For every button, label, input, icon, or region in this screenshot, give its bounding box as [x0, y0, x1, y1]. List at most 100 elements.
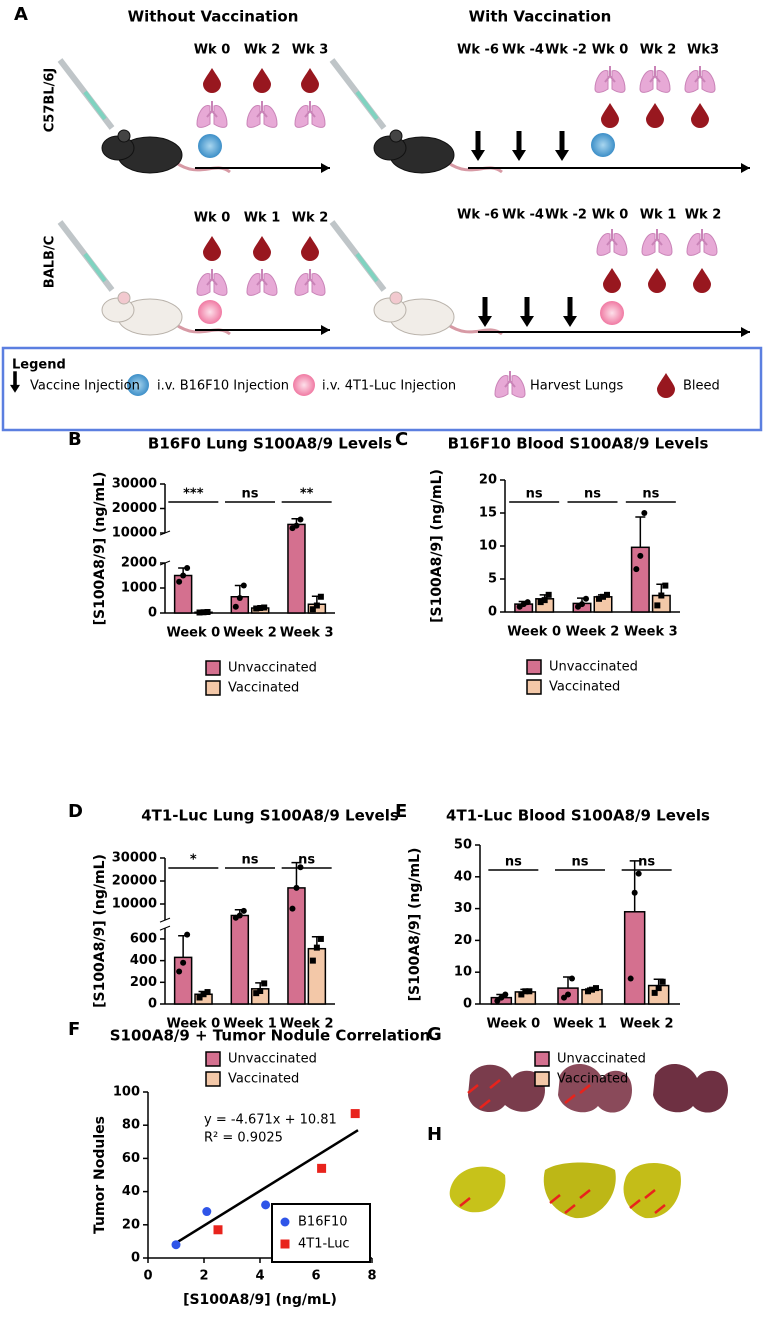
- panel-label: D: [68, 801, 83, 822]
- x-axis-label: [S100A8/9] (ng/mL): [183, 1292, 337, 1308]
- panel-label: F: [68, 1019, 80, 1040]
- drop-icon: [203, 236, 221, 261]
- data-point: [184, 932, 190, 938]
- data-point: [314, 945, 320, 951]
- significance: *: [190, 853, 197, 868]
- data-point: [502, 991, 508, 997]
- x-tick-label: Week 2: [223, 626, 277, 641]
- bar: [288, 524, 305, 613]
- legend-box: [272, 1204, 370, 1262]
- legend-label: Vaccinated: [228, 681, 299, 696]
- significance: ns: [526, 487, 543, 502]
- y-axis-label: [S100A8/9] (ng/mL): [92, 854, 108, 1008]
- drop-icon: [301, 236, 319, 261]
- lung-icon: [295, 101, 325, 127]
- data-point: [176, 968, 182, 974]
- bar: [288, 888, 305, 1004]
- legend-swatch: [527, 660, 541, 674]
- x-tick-label: Week 3: [624, 625, 678, 640]
- drop-icon: [693, 268, 711, 293]
- y-tick-label: 20: [479, 473, 497, 488]
- y-tick-label: 0: [148, 997, 157, 1012]
- week-label: Wk 2: [685, 208, 722, 223]
- significance: ns: [242, 853, 259, 868]
- x-tick-label: 4: [255, 1269, 264, 1284]
- lung-icon: [595, 66, 625, 92]
- week-label: Wk -6: [457, 43, 499, 58]
- y-tick-label: 5: [488, 572, 497, 587]
- data-point: [184, 565, 190, 571]
- data-point: [261, 1200, 270, 1209]
- data-point: [233, 604, 239, 610]
- legend-arrow: [10, 371, 20, 392]
- significance: **: [300, 487, 314, 502]
- vaccine-arrow: [555, 131, 569, 161]
- drop-icon: [603, 268, 621, 293]
- y-tick-label: 0: [463, 997, 472, 1012]
- x-tick-label: 2: [199, 1269, 208, 1284]
- legend-swatch: [535, 1072, 549, 1086]
- legend-label: i.v. 4T1-Luc Injection: [322, 379, 456, 394]
- y-tick-label: 0: [488, 605, 497, 620]
- lung-icon: [247, 101, 277, 127]
- legend-swatch: [206, 1072, 220, 1086]
- significance: ns: [642, 487, 659, 502]
- data-point: [180, 573, 186, 579]
- data-point: [241, 583, 247, 589]
- x-tick-label: Week 0: [507, 625, 561, 640]
- drop-icon: [648, 268, 666, 293]
- lung-icon: [685, 66, 715, 92]
- lung-icon: [197, 269, 227, 295]
- week-label: Wk -4: [502, 208, 544, 223]
- bar: [231, 916, 248, 1005]
- legend-label: 4T1-Luc: [298, 1237, 350, 1252]
- y-tick-label: 10000: [112, 526, 157, 541]
- mouse-ear: [390, 130, 402, 142]
- lung-icon: [687, 229, 717, 255]
- legend-label: Vaccinated: [557, 1072, 628, 1087]
- week-label: Wk -2: [545, 43, 587, 58]
- timeline-head: [321, 163, 330, 173]
- data-point: [289, 906, 295, 912]
- legend-cell: [293, 374, 315, 396]
- data-point: [241, 908, 247, 914]
- week-label: Wk 0: [592, 208, 629, 223]
- y-tick-label: 30: [454, 901, 472, 916]
- x-tick-label: 0: [143, 1269, 152, 1284]
- mouse-ear: [118, 292, 130, 304]
- x-tick-label: Week 2: [566, 625, 620, 640]
- y-tick-label: 60: [122, 1151, 140, 1166]
- significance: ns: [638, 855, 655, 870]
- data-point: [633, 566, 639, 572]
- drop-icon: [601, 103, 619, 128]
- data-point: [257, 988, 263, 994]
- data-point: [583, 596, 589, 602]
- data-point: [176, 579, 182, 585]
- timeline-head: [741, 327, 750, 337]
- y-tick-label: 10000: [112, 897, 157, 912]
- lung-icon: [197, 101, 227, 127]
- data-point: [172, 1240, 181, 1249]
- legend-swatch: [527, 680, 541, 694]
- x-tick-label: Week 0: [166, 626, 220, 641]
- data-point: [318, 936, 324, 942]
- heading: Without Vaccination: [128, 8, 299, 26]
- legend-swatch: [206, 661, 220, 675]
- mouse-ear: [118, 130, 130, 142]
- y-tick-label: 20: [122, 1217, 140, 1232]
- data-point: [237, 595, 243, 601]
- data-point: [314, 603, 320, 609]
- tumor-cell: [198, 134, 222, 158]
- legend-label: Unvaccinated: [557, 1052, 646, 1067]
- week-label: Wk 1: [640, 208, 677, 223]
- legend-label: Bleed: [683, 379, 720, 394]
- y-tick-label: 15: [479, 506, 497, 521]
- data-point: [237, 913, 243, 919]
- chart-title: B16F0 Lung S100A8/9 Levels: [148, 435, 392, 453]
- legend-lung: [495, 371, 525, 397]
- data-point: [261, 980, 267, 986]
- strain-label: BALB/C: [43, 236, 58, 288]
- week-label: Wk 0: [592, 43, 629, 58]
- legend-marker: [281, 1240, 290, 1249]
